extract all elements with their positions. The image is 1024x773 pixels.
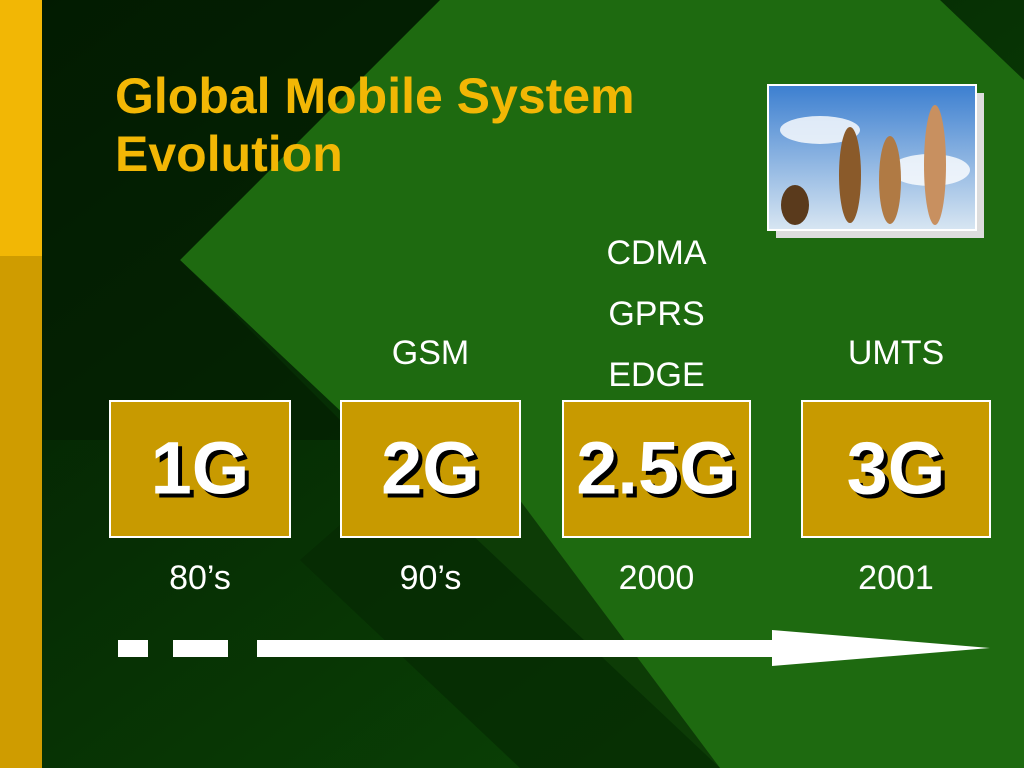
arrow-shaft [257,640,777,657]
arrow [118,630,990,666]
stage-label: 2.5G [576,427,736,510]
stage-label-shadow: 1G [155,431,254,514]
stage-label-shadow: 3G [851,431,950,514]
technology: EDGE [608,356,704,394]
dash [118,640,148,657]
stage-label: 2G [381,427,480,510]
stage-box [109,400,291,538]
technology: CDMA [606,234,706,272]
figure [924,105,946,225]
stage-period: 2001 [858,559,934,597]
title-line: Evolution [115,126,343,182]
cloud [780,116,860,144]
dash [173,640,228,657]
stage-box [801,400,991,538]
side-bar-bottom [0,256,42,768]
stage-label-shadow: 2.5G [580,431,740,514]
stage-period: 90’s [400,559,462,597]
stage-label: 1G [151,427,250,510]
stage-period: 2000 [619,559,695,597]
technology: GPRS [608,295,704,333]
figure [781,185,809,225]
stage-period: 80’s [169,559,231,597]
title-line: Global Mobile System [115,68,635,124]
technology: UMTS [848,334,944,372]
stage-box [562,400,751,538]
arrow-head [772,630,990,666]
side-bar-top [0,0,42,256]
stage-box [340,400,521,538]
stage-label-shadow: 2G [385,431,484,514]
technology: GSM [392,334,469,372]
evolution-picture [767,84,984,238]
figure [839,127,861,223]
figure [879,136,901,224]
stage-label: 3G [847,427,946,510]
diamond-dark [0,0,440,440]
